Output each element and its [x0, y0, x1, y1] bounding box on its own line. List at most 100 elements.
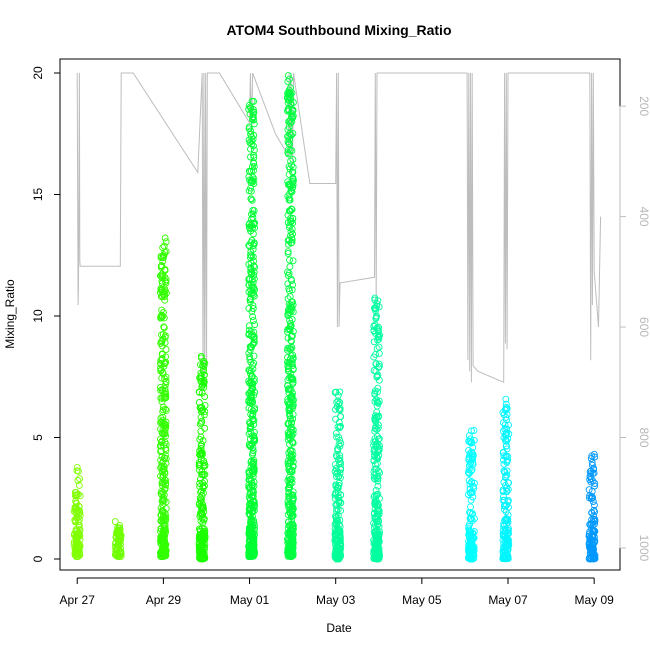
data-point [114, 524, 122, 532]
data-point [374, 388, 382, 396]
data-point [334, 489, 342, 497]
data-point [159, 501, 167, 509]
data-point [374, 297, 382, 305]
data-point [500, 452, 508, 460]
data-point [287, 205, 295, 213]
data-point [331, 553, 339, 561]
x-tick-label: May 05 [402, 593, 442, 607]
data-point [162, 238, 170, 246]
data-point [249, 544, 257, 552]
data-point [500, 505, 508, 513]
data-point [251, 388, 259, 396]
data-point [371, 398, 379, 406]
data-point [332, 512, 339, 520]
data-point [284, 126, 292, 134]
data-point [250, 131, 258, 139]
data-point [375, 531, 382, 539]
data-point [335, 400, 343, 408]
data-point [199, 535, 207, 543]
chart-title: ATOM4 Southbound Mixing_Ratio [226, 22, 451, 38]
data-point [158, 479, 166, 487]
data-point [287, 84, 294, 92]
data-point [248, 268, 256, 276]
data-point [162, 422, 170, 430]
data-point [250, 416, 258, 424]
data-point [114, 526, 122, 534]
data-point [284, 72, 292, 80]
data-point [250, 120, 258, 128]
data-point [250, 275, 258, 283]
data-point [158, 497, 166, 505]
data-point [247, 410, 255, 418]
data-point [247, 524, 255, 532]
data-point [469, 482, 477, 490]
data-point [198, 450, 206, 458]
data-point [199, 551, 207, 559]
data-point [159, 403, 167, 411]
y-axis-label: Mixing_Ratio [3, 279, 17, 349]
data-point [286, 190, 294, 198]
data-point [466, 533, 474, 541]
data-point [160, 551, 168, 559]
data-point [500, 467, 508, 475]
data-point [249, 305, 257, 312]
data-point [285, 139, 293, 147]
data-point [195, 535, 203, 543]
data-point [284, 280, 292, 288]
data-point [287, 217, 295, 225]
data-point [73, 535, 81, 543]
data-point [117, 550, 125, 558]
data-point [370, 323, 378, 330]
data-point [198, 544, 206, 552]
data-point [464, 554, 472, 562]
data-point [251, 286, 259, 294]
data-point [288, 543, 296, 551]
data-point [588, 494, 596, 502]
data-point [373, 312, 380, 320]
data-point [247, 248, 255, 256]
data-point [288, 455, 296, 463]
data-point [332, 415, 340, 423]
data-point [287, 157, 295, 165]
data-point [375, 349, 383, 357]
data-point [285, 359, 292, 367]
data-point [288, 374, 296, 382]
data-point [112, 540, 119, 548]
data-point [197, 352, 205, 360]
data-point [503, 445, 511, 453]
data-point [375, 551, 383, 559]
data-point [372, 499, 380, 507]
data-point [504, 485, 512, 493]
data-point [112, 551, 120, 559]
data-point [591, 480, 599, 487]
data-point [337, 464, 345, 472]
data-point [336, 399, 344, 406]
data-point [158, 274, 166, 282]
data-point [289, 130, 297, 137]
data-point [112, 533, 120, 541]
data-point [289, 163, 297, 171]
data-point [245, 101, 253, 109]
data-point [200, 383, 208, 391]
data-point [337, 499, 345, 507]
data-point [250, 151, 258, 159]
y-tick-label: 0 [31, 555, 45, 562]
x-tick-label: Apr 27 [60, 593, 96, 607]
data-point [161, 470, 169, 478]
data-point [160, 323, 168, 331]
data-point [286, 130, 294, 137]
data-point [196, 435, 204, 443]
data-point [287, 275, 295, 283]
data-point [161, 359, 169, 367]
data-point [248, 518, 256, 526]
data-point [285, 285, 293, 293]
data-point [468, 510, 476, 518]
data-point [374, 336, 382, 344]
data-point [250, 552, 257, 560]
data-point [284, 476, 292, 484]
data-point [248, 372, 256, 380]
data-point [250, 428, 258, 436]
data-point [332, 481, 340, 489]
data-point [284, 240, 292, 248]
data-point [374, 399, 382, 406]
